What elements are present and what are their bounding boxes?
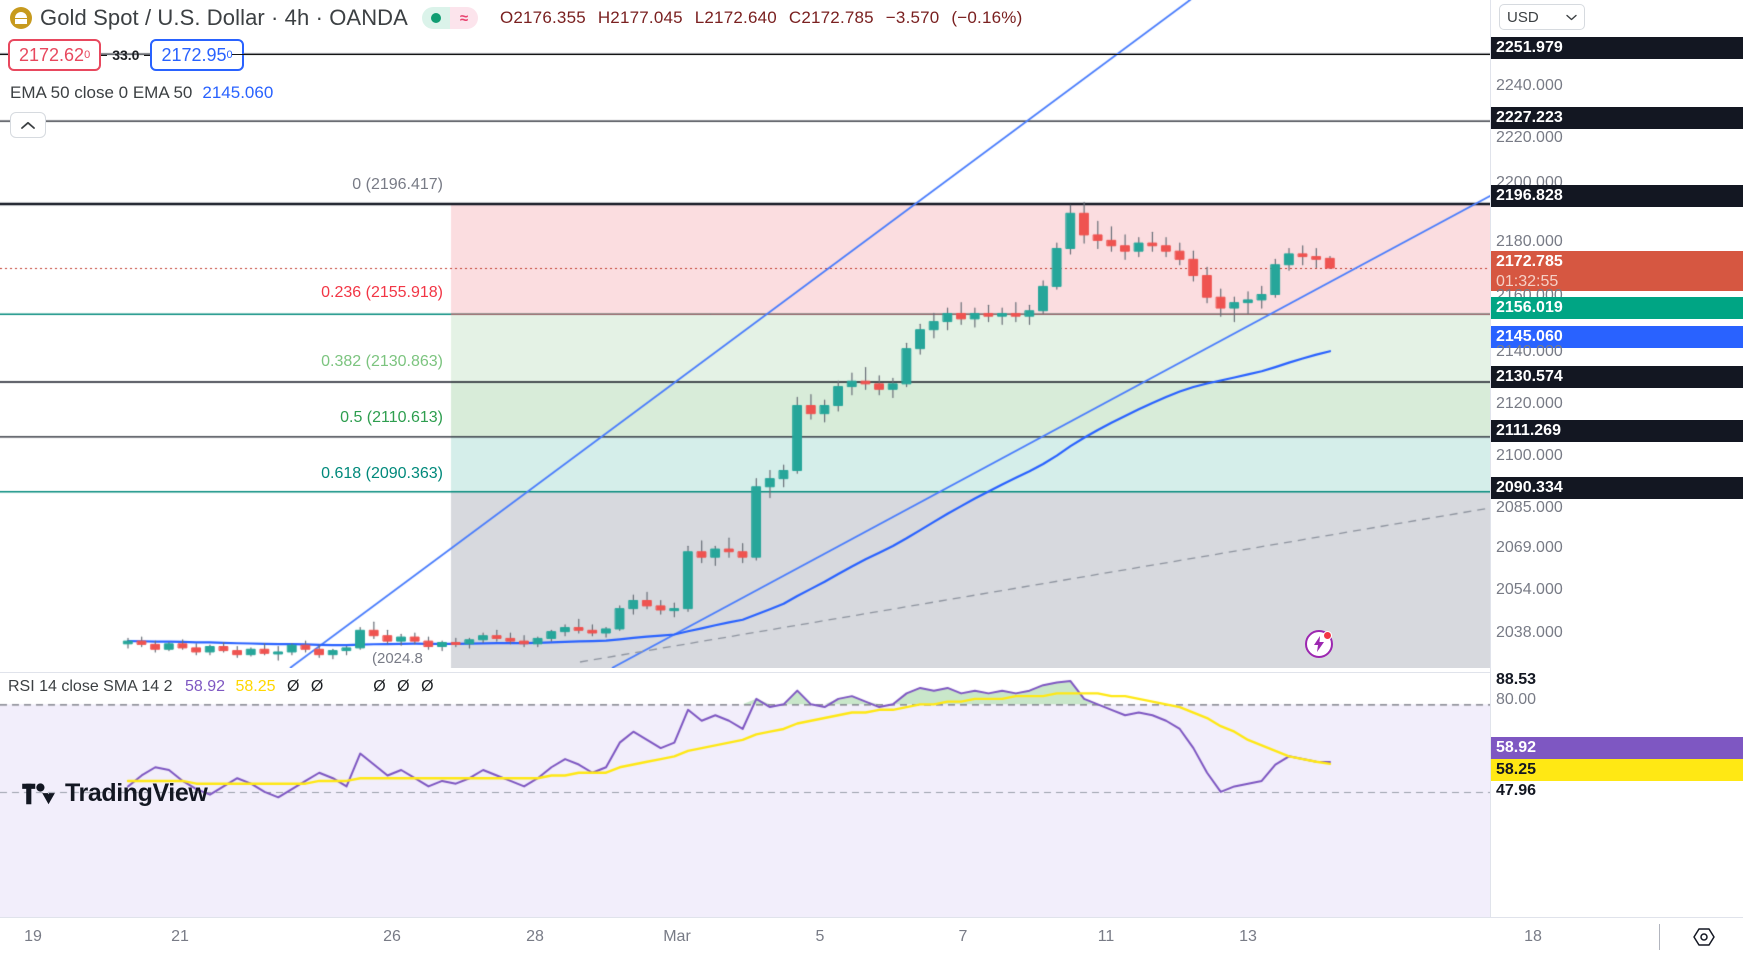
time-axis-label: 13 <box>1239 928 1257 945</box>
rsi-axis-label: 58.25 <box>1491 759 1743 781</box>
price-axis-label: 2140.000 <box>1496 343 1563 360</box>
bid-ask-row[interactable]: 2172.62 0 33.0 2172.95 0 <box>8 38 244 72</box>
time-axis-label: 5 <box>815 928 825 945</box>
price-axis-label: 2251.979 <box>1491 37 1743 59</box>
spread-connector-left <box>101 54 108 56</box>
time-axis-label: 11 <box>1097 928 1115 945</box>
ask-price: 2172.95 <box>161 44 227 65</box>
market-open-dot-icon <box>421 7 450 29</box>
bid-connector-line <box>0 54 8 55</box>
rsi-chart-canvas[interactable] <box>0 673 1490 917</box>
rsi-null-3: Ø <box>373 678 386 695</box>
fib-label-0: 0 (2196.417) <box>352 176 443 193</box>
bid-price-decimal: 0 <box>84 49 91 61</box>
rsi-axis-label: 88.53 <box>1496 671 1537 688</box>
ohlc-close: C2172.785 <box>788 8 874 27</box>
price-axis-label: 2054.000 <box>1496 581 1563 598</box>
rsi-value: 58.92 <box>184 678 226 695</box>
market-status-pill[interactable]: ≈ <box>421 7 478 29</box>
fib-label-236: 0.236 (2155.918) <box>321 284 443 301</box>
price-axis-label: 2172.785 <box>1491 251 1743 291</box>
fib-label-618: 0.618 (2090.363) <box>321 465 443 482</box>
price-axis-label: 2227.223 <box>1491 107 1743 129</box>
symbol-legend-row[interactable]: Gold Spot / U.S. Dollar · 4h · OANDA ≈ O… <box>10 4 1029 32</box>
price-axis-label: 2038.000 <box>1496 624 1563 641</box>
rsi-axis-label: 58.92 <box>1491 737 1743 759</box>
rsi-axis-label: 80.00 <box>1496 691 1537 708</box>
price-axis-label: 2090.334 <box>1491 477 1743 499</box>
symbol-title[interactable]: Gold Spot / U.S. Dollar · 4h · OANDA <box>40 5 408 30</box>
price-axis-label: 2120.000 <box>1496 395 1563 412</box>
fib-label-382: 0.382 (2130.863) <box>321 353 443 370</box>
ema-legend-value: 2145.060 <box>202 83 274 102</box>
rsi-sma-value: 58.25 <box>235 678 276 695</box>
ohlc-change-pct: (−0.16%) <box>951 8 1023 27</box>
price-axis-label: 2156.019 <box>1491 297 1743 319</box>
rsi-null-2: Ø <box>310 678 324 695</box>
time-axis-label: 28 <box>526 928 544 945</box>
ohlc-open: O2176.355 <box>499 8 586 27</box>
price-axis-label: 01:32:55 <box>1496 273 1559 290</box>
rsi-legend[interactable]: RSI 14 close SMA 14 2 58.92 58.25 Ø Ø Ø … <box>8 678 434 696</box>
ema-legend-row[interactable]: EMA 50 close 0 EMA 50 2145.060 <box>10 80 273 106</box>
price-axis-label: 2111.269 <box>1491 420 1743 442</box>
price-axis-label: 2196.828 <box>1491 185 1743 207</box>
ohlc-readout: O2176.355 H2177.045 L2172.640 C2172.785 … <box>500 8 1030 28</box>
currency-selector[interactable]: USD <box>1499 4 1585 30</box>
chart-settings-icon[interactable] <box>1692 926 1716 948</box>
chevron-up-icon[interactable] <box>10 112 46 138</box>
ask-price-tag[interactable]: 2172.95 0 <box>150 39 244 71</box>
ohlc-change: −3.570 <box>885 8 940 27</box>
bid-price: 2172.62 <box>19 44 85 65</box>
ohlc-low: L2172.640 <box>694 8 777 27</box>
tradingview-logo[interactable]: TradingView <box>22 779 208 808</box>
currency-label: USD <box>1507 8 1539 26</box>
time-axis-label: Mar <box>663 928 691 945</box>
rsi-null-5: Ø <box>421 678 434 695</box>
rsi-legend-label: RSI 14 close SMA 14 2 <box>8 678 173 695</box>
time-axis[interactable]: 19 21 26 28 Mar 5 7 11 13 18 <box>0 917 1743 955</box>
fib-low-label: (2024.8 <box>372 650 423 667</box>
price-axis[interactable]: USD 2251.979 2240.000 2227.223 2220.000 2200… <box>1490 0 1743 917</box>
rsi-null-4: Ø <box>397 678 410 695</box>
rsi-indicator-pane[interactable] <box>0 672 1490 917</box>
price-axis-label: 2085.000 <box>1496 499 1563 516</box>
ask-price-decimal: 0 <box>226 49 233 61</box>
spread-value: 33.0 <box>112 47 140 63</box>
spread-connector-right <box>144 54 151 56</box>
price-chart-canvas[interactable] <box>0 0 1490 668</box>
chevron-down-icon <box>1566 14 1577 20</box>
lightning-icon[interactable] <box>1305 630 1333 658</box>
time-axis-label: 18 <box>1524 928 1542 945</box>
fib-label-500: 0.5 (2110.613) <box>340 409 443 426</box>
price-axis-label: 2069.000 <box>1496 539 1563 556</box>
price-axis-label: 2180.000 <box>1496 233 1563 250</box>
price-axis-label: 2145.060 <box>1491 326 1743 348</box>
price-axis-label: 2130.574 <box>1491 366 1743 388</box>
price-axis-label: 2240.000 <box>1496 77 1563 94</box>
time-axis-divider <box>1659 924 1660 950</box>
ask-connector-line <box>232 54 1490 55</box>
price-axis-label: 2100.000 <box>1496 447 1563 464</box>
bid-price-tag[interactable]: 2172.62 0 <box>8 39 102 71</box>
price-chart-pane[interactable]: 0 (2196.417) 0.236 (2155.918) 0.382 (213… <box>0 0 1490 668</box>
ohlc-high: H2177.045 <box>597 8 683 27</box>
rsi-axis-label: 47.96 <box>1496 782 1537 799</box>
time-axis-label: 21 <box>171 928 189 945</box>
ema-legend-label: EMA 50 close 0 EMA 50 <box>10 83 193 102</box>
tradingview-logo-text: TradingView <box>65 779 208 807</box>
data-delay-wave-icon: ≈ <box>449 7 478 29</box>
price-axis-label: 2220.000 <box>1496 129 1563 146</box>
time-axis-label: 26 <box>383 928 401 945</box>
time-axis-label: 7 <box>958 928 968 945</box>
rsi-null-1: Ø <box>286 678 300 695</box>
time-axis-label: 19 <box>24 928 42 945</box>
gold-coin-icon <box>10 7 32 29</box>
